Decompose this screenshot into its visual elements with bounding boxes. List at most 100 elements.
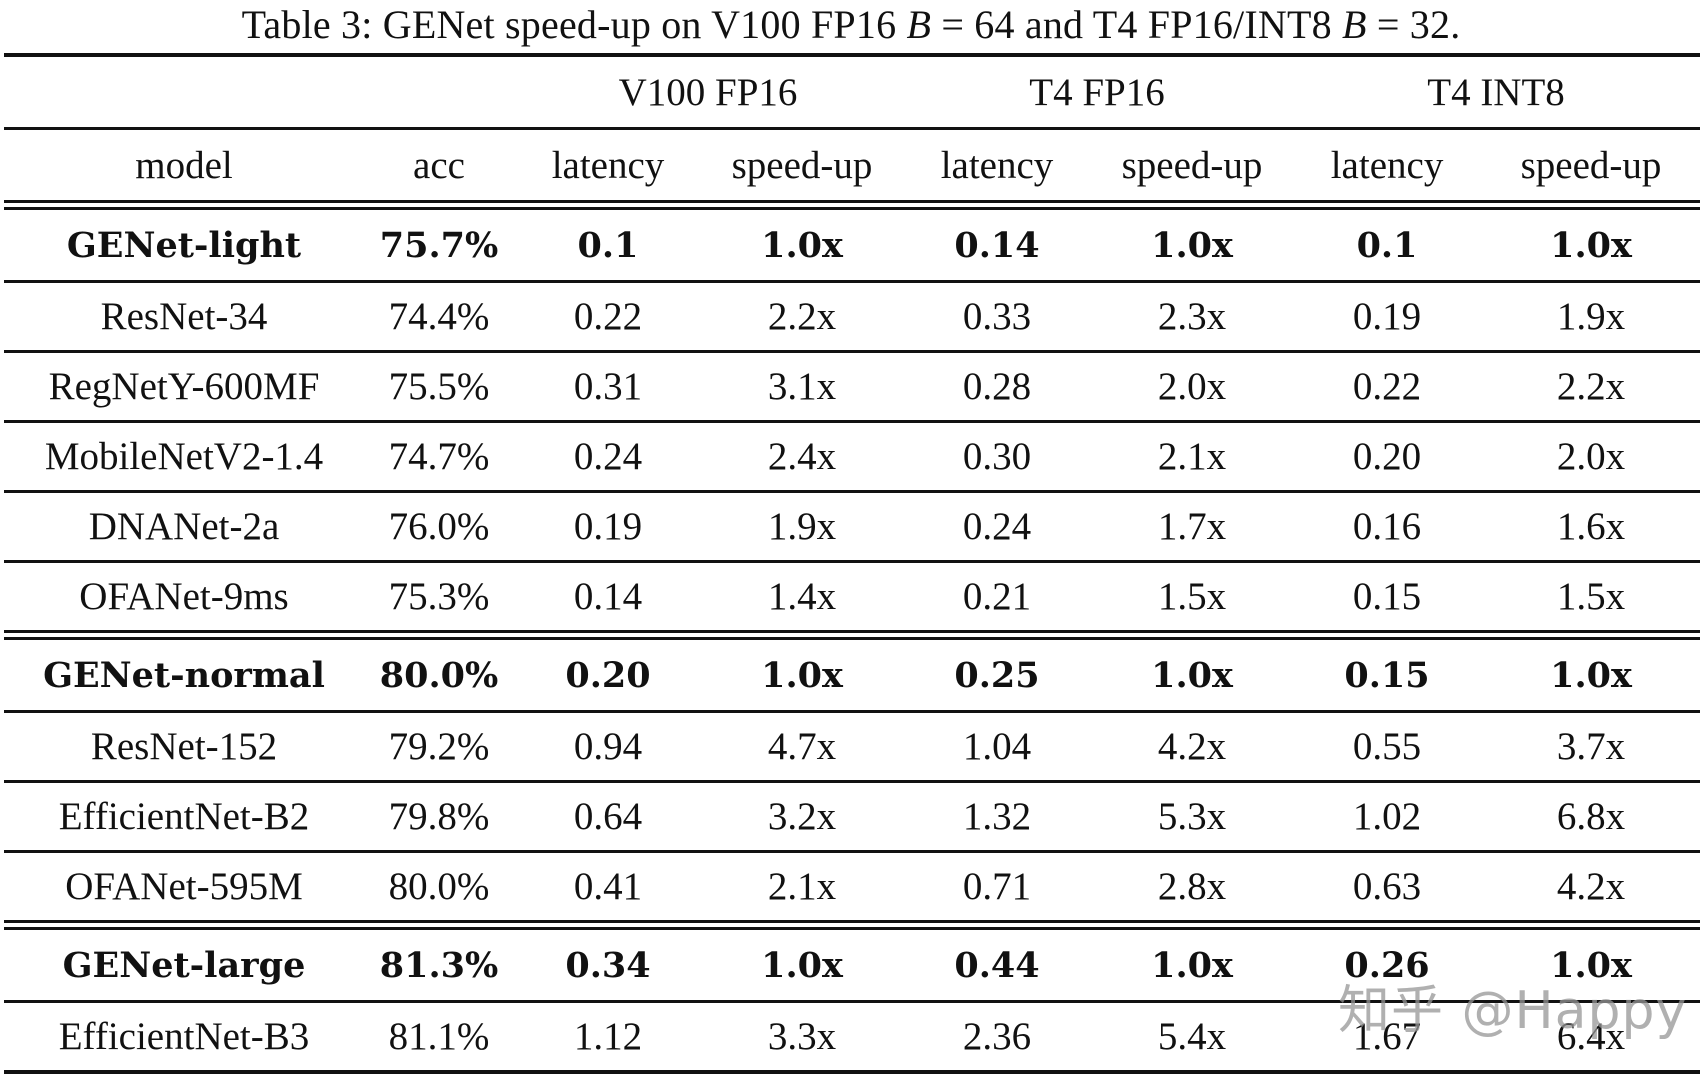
table-row: GENet-large 81.3% 0.34 1.0x 0.44 1.0x 0.… — [4, 920, 1701, 1002]
cell-model: GENet-large — [4, 920, 364, 1002]
cell-v100-latency: 0.34 — [514, 920, 702, 1002]
table-row: GENet-normal 80.0% 0.20 1.0x 0.25 1.0x 0… — [4, 630, 1701, 712]
cell-v100-speedup: 2.2x — [702, 280, 903, 352]
column-header-acc: acc — [364, 127, 514, 205]
table-row: ResNet-34 74.4% 0.22 2.2x 0.33 2.3x 0.19… — [4, 280, 1701, 352]
cell-t4int8-latency: 0.55 — [1292, 710, 1483, 782]
cell-model: GENet-light — [4, 200, 364, 282]
group-header-empty — [364, 53, 514, 129]
cell-acc: 75.5% — [364, 350, 514, 422]
table-row: EfficientNet-B3 81.1% 1.12 3.3x 2.36 5.4… — [4, 1000, 1701, 1074]
cell-v100-speedup: 1.9x — [702, 490, 903, 562]
cell-model: OFANet-595M — [4, 850, 364, 925]
group-header-t4-int8: T4 INT8 — [1292, 53, 1701, 129]
cell-v100-speedup: 2.4x — [702, 420, 903, 492]
cell-t4fp16-speedup: 5.4x — [1092, 1000, 1293, 1074]
cell-t4int8-latency: 0.15 — [1292, 630, 1483, 712]
caption-text-suffix: = 32. — [1366, 2, 1461, 47]
column-header-t4int8-latency: latency — [1292, 127, 1483, 205]
cell-t4fp16-latency: 1.04 — [902, 710, 1093, 782]
cell-t4fp16-speedup: 4.2x — [1092, 710, 1293, 782]
cell-acc: 75.7% — [364, 200, 514, 282]
cell-t4fp16-speedup: 5.3x — [1092, 780, 1293, 852]
cell-v100-latency: 1.12 — [514, 1000, 702, 1074]
table-row: GENet-light 75.7% 0.1 1.0x 0.14 1.0x 0.1… — [4, 200, 1701, 282]
cell-t4int8-speedup: 1.0x — [1482, 920, 1701, 1002]
column-header-model: model — [4, 127, 364, 205]
cell-v100-latency: 0.1 — [514, 200, 702, 282]
cell-v100-speedup: 1.0x — [702, 920, 903, 1002]
column-header-t4int8-speedup: speed-up — [1482, 127, 1701, 205]
cell-v100-speedup: 4.7x — [702, 710, 903, 782]
cell-v100-speedup: 1.0x — [702, 200, 903, 282]
cell-t4int8-speedup: 1.5x — [1482, 560, 1701, 635]
cell-v100-speedup: 3.3x — [702, 1000, 903, 1074]
cell-v100-latency: 0.31 — [514, 350, 702, 422]
cell-t4fp16-latency: 0.21 — [902, 560, 1093, 635]
table-row: OFANet-595M 80.0% 0.41 2.1x 0.71 2.8x 0.… — [4, 850, 1701, 925]
cell-t4int8-latency: 0.15 — [1292, 560, 1483, 635]
cell-v100-speedup: 1.0x — [702, 630, 903, 712]
cell-t4fp16-speedup: 1.7x — [1092, 490, 1293, 562]
cell-t4int8-speedup: 1.9x — [1482, 280, 1701, 352]
cell-t4fp16-latency: 0.44 — [902, 920, 1093, 1002]
cell-model: ResNet-152 — [4, 710, 364, 782]
caption-text-mid: = 64 and T4 FP16/INT8 — [931, 2, 1342, 47]
group-header-t4-fp16: T4 FP16 — [902, 53, 1293, 129]
cell-t4fp16-speedup: 2.8x — [1092, 850, 1293, 925]
cell-t4fp16-speedup: 1.0x — [1092, 920, 1293, 1002]
cell-t4fp16-latency: 1.32 — [902, 780, 1093, 852]
cell-acc: 75.3% — [364, 560, 514, 635]
cell-acc: 74.7% — [364, 420, 514, 492]
cell-t4fp16-speedup: 1.0x — [1092, 630, 1293, 712]
cell-t4fp16-speedup: 2.0x — [1092, 350, 1293, 422]
cell-t4fp16-speedup: 1.0x — [1092, 200, 1293, 282]
cell-t4int8-speedup: 1.0x — [1482, 630, 1701, 712]
cell-t4int8-speedup: 2.2x — [1482, 350, 1701, 422]
group-header-empty — [4, 53, 364, 129]
cell-t4fp16-latency: 0.24 — [902, 490, 1093, 562]
table-row: RegNetY-600MF 75.5% 0.31 3.1x 0.28 2.0x … — [4, 350, 1701, 422]
cell-t4fp16-latency: 2.36 — [902, 1000, 1093, 1074]
cell-model: OFANet-9ms — [4, 560, 364, 635]
cell-t4int8-latency: 0.20 — [1292, 420, 1483, 492]
table-row: OFANet-9ms 75.3% 0.14 1.4x 0.21 1.5x 0.1… — [4, 560, 1701, 635]
cell-acc: 74.4% — [364, 280, 514, 352]
cell-t4int8-latency: 0.16 — [1292, 490, 1483, 562]
cell-t4fp16-speedup: 1.5x — [1092, 560, 1293, 635]
column-header-v100-speedup: speed-up — [702, 127, 903, 205]
table-row: EfficientNet-B2 79.8% 0.64 3.2x 1.32 5.3… — [4, 780, 1701, 852]
cell-model: GENet-normal — [4, 630, 364, 712]
speedup-table: V100 FP16 T4 FP16 T4 INT8 model acc late… — [4, 53, 1701, 1074]
cell-t4fp16-latency: 0.25 — [902, 630, 1093, 712]
table-row: DNANet-2a 76.0% 0.19 1.9x 0.24 1.7x 0.16… — [4, 490, 1701, 562]
column-header-t4fp16-latency: latency — [902, 127, 1093, 205]
cell-t4fp16-latency: 0.71 — [902, 850, 1093, 925]
cell-v100-latency: 0.22 — [514, 280, 702, 352]
cell-acc: 81.3% — [364, 920, 514, 1002]
cell-v100-latency: 0.19 — [514, 490, 702, 562]
table-row: ResNet-152 79.2% 0.94 4.7x 1.04 4.2x 0.5… — [4, 710, 1701, 782]
cell-acc: 79.2% — [364, 710, 514, 782]
column-header-v100-latency: latency — [514, 127, 702, 205]
cell-v100-latency: 0.64 — [514, 780, 702, 852]
cell-model: MobileNetV2-1.4 — [4, 420, 364, 492]
cell-model: EfficientNet-B3 — [4, 1000, 364, 1074]
cell-t4int8-speedup: 6.4x — [1482, 1000, 1701, 1074]
cell-t4int8-latency: 0.63 — [1292, 850, 1483, 925]
cell-t4int8-latency: 0.26 — [1292, 920, 1483, 1002]
cell-t4fp16-speedup: 2.1x — [1092, 420, 1293, 492]
cell-t4int8-speedup: 4.2x — [1482, 850, 1701, 925]
cell-t4int8-speedup: 6.8x — [1482, 780, 1701, 852]
cell-v100-latency: 0.24 — [514, 420, 702, 492]
cell-model: DNANet-2a — [4, 490, 364, 562]
cell-t4fp16-latency: 0.30 — [902, 420, 1093, 492]
caption-variable-b-2: B — [1342, 2, 1367, 47]
cell-model: ResNet-34 — [4, 280, 364, 352]
column-header-t4fp16-speedup: speed-up — [1092, 127, 1293, 205]
caption-variable-b: B — [906, 2, 932, 47]
cell-v100-speedup: 2.1x — [702, 850, 903, 925]
caption-text-prefix: Table 3: GENet speed-up on V100 FP16 — [241, 2, 907, 47]
table-row: MobileNetV2-1.4 74.7% 0.24 2.4x 0.30 2.1… — [4, 420, 1701, 492]
cell-t4int8-speedup: 1.6x — [1482, 490, 1701, 562]
